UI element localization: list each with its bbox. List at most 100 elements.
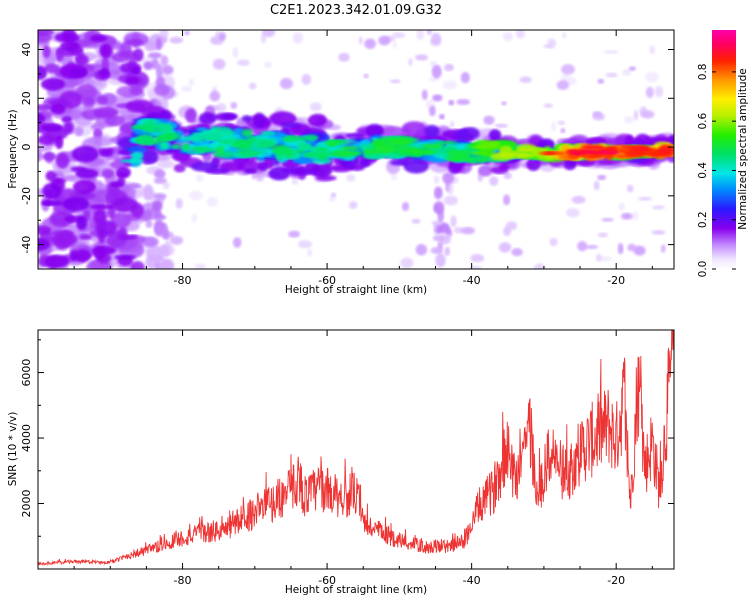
spectrogram-cell xyxy=(592,111,602,117)
colorbar-tick-label: 0.6 xyxy=(697,112,709,129)
spectrogram-cell xyxy=(131,66,141,75)
spectrogram-cell xyxy=(206,196,218,207)
spectrogram-cell xyxy=(129,86,144,96)
spectrogram-cell xyxy=(93,128,103,138)
spectrogram-cell xyxy=(189,146,210,151)
spectrogram-cell xyxy=(626,184,634,193)
spectrogram-cell xyxy=(152,200,163,212)
spectrogram-cell xyxy=(503,194,511,206)
spectrogram-cell xyxy=(401,201,410,212)
spectrogram-cell xyxy=(59,41,80,51)
spectrogram-cell xyxy=(90,35,108,42)
spectrogram-cell xyxy=(641,110,655,119)
spectrogram-cell xyxy=(631,211,639,221)
spectrogram-cell xyxy=(401,121,427,137)
spectrogram-cell xyxy=(307,249,312,257)
spectrogram-cell xyxy=(117,234,138,240)
spectrogram-cell xyxy=(642,150,662,157)
spectrogram-cell xyxy=(450,215,457,228)
spectrogram-cell xyxy=(289,169,312,176)
top-x-ticks: -80 -60 -40 -20 xyxy=(73,30,653,287)
spectrogram-cell xyxy=(560,128,566,134)
spectrogram-cell xyxy=(96,95,109,105)
spectrogram-cell xyxy=(593,180,600,191)
spectrogram-cell xyxy=(268,166,291,181)
spectrogram-cell xyxy=(605,72,618,78)
snr-frame xyxy=(37,329,675,570)
spectrogram-cell xyxy=(74,249,92,263)
spectrogram-cell xyxy=(38,134,57,146)
spectrogram-cell xyxy=(216,102,227,113)
spectrogram-cell xyxy=(230,102,238,109)
spectrogram-cell xyxy=(160,55,169,67)
spectrogram-cell xyxy=(660,244,666,253)
spectrogram-cell xyxy=(297,142,312,149)
spectrogram-cell xyxy=(153,211,163,218)
spectrogram-cell xyxy=(432,234,445,242)
spectrogram-cell xyxy=(429,60,437,67)
spectrogram-cell xyxy=(49,211,75,227)
spectrogram-cell xyxy=(264,61,272,68)
spectrogram-cell xyxy=(71,145,99,163)
spectrogram-cell xyxy=(242,115,252,122)
spectrogram-cell xyxy=(232,237,242,248)
spectrogram-cell xyxy=(41,123,64,132)
spectrogram-cell xyxy=(330,192,337,198)
spectrogram-cell xyxy=(101,168,115,179)
spectrogram-cell xyxy=(74,126,84,137)
spectrogram-cell xyxy=(42,182,62,199)
spectrogram-cell xyxy=(142,184,154,201)
spectrogram-cell xyxy=(494,123,508,128)
spectrogram-cell xyxy=(628,66,637,71)
spectrogram-cell xyxy=(623,116,635,124)
spectrogram-cell xyxy=(153,219,165,237)
spectrogram-cell xyxy=(119,159,145,164)
spectrogram-cell xyxy=(45,170,57,182)
spectrogram-cell xyxy=(597,232,609,238)
spectrogram-cell xyxy=(649,45,655,55)
spectrogram-cell xyxy=(340,151,360,156)
spectrogram-cell xyxy=(128,146,147,155)
spectrogram-cell xyxy=(633,245,646,256)
spectrogram-cell xyxy=(195,127,209,132)
spectrogram-cell xyxy=(577,241,588,252)
spectrogram-cell xyxy=(556,80,570,90)
colorbar-tick-label: 0.8 xyxy=(697,64,709,81)
spectrogram-cell xyxy=(199,133,224,141)
spectrogram-cell xyxy=(62,121,74,135)
spectrogram-cell xyxy=(185,108,197,123)
spectrogram-cell xyxy=(50,232,78,247)
spectrogram-cell xyxy=(645,71,660,83)
spectrogram-cell xyxy=(633,110,639,121)
spectrogram-cell xyxy=(472,145,489,149)
spectrogram-cell xyxy=(380,126,406,139)
spectrogram-cell xyxy=(82,209,91,218)
spectrogram-cell xyxy=(61,116,73,123)
spectrogram-cell xyxy=(645,86,655,99)
spectrogram-cell xyxy=(448,161,461,175)
spectrogram-cell xyxy=(515,30,526,39)
spectrogram-cell xyxy=(516,148,534,152)
spectrogram-cell xyxy=(471,151,489,156)
bottom-y-tick-label: 6000 xyxy=(20,359,33,387)
spectrogram-cell xyxy=(501,101,507,106)
spectrogram-cell xyxy=(633,146,651,151)
spectrogram-cell xyxy=(359,157,371,168)
bottom-y-tick-label: 4000 xyxy=(20,424,33,452)
spectrogram-cell xyxy=(95,220,117,236)
spectrogram-cell xyxy=(502,32,513,42)
spectrogram-cell xyxy=(279,77,293,90)
spectrogram-cell xyxy=(295,149,305,154)
spectrogram-cell xyxy=(219,32,226,41)
spectrogram-cell xyxy=(415,244,428,256)
spectrogram-cell xyxy=(511,248,523,257)
top-y-tick-label: 0 xyxy=(20,144,33,151)
spectrogram-cell xyxy=(44,63,60,74)
colorbar: 0.0 0.2 0.4 0.6 0.8 Normalized spectral ampl… xyxy=(697,30,749,277)
spectrogram-cell xyxy=(316,147,328,152)
spectrogram-cell xyxy=(546,151,557,155)
spectrogram-cell xyxy=(173,163,186,173)
top-x-axis-label: Height of straight line (km) xyxy=(285,284,427,296)
spectrogram-cell xyxy=(432,94,443,102)
spectrogram-cell xyxy=(363,73,369,79)
